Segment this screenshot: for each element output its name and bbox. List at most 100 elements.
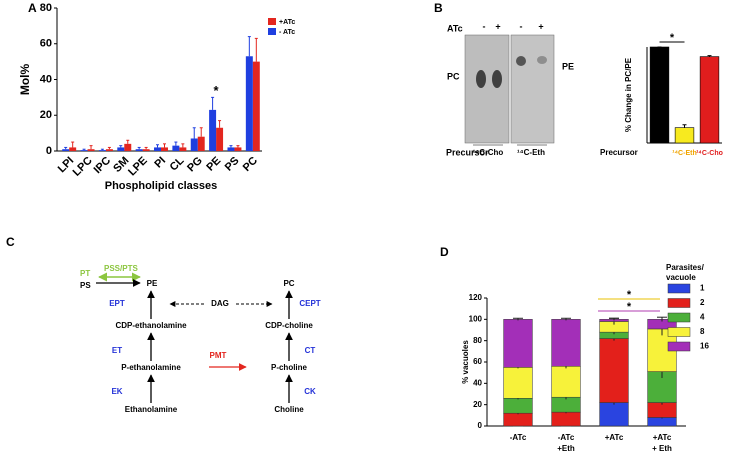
lane-label: - [520,21,523,31]
bar [87,149,95,151]
bar [190,138,198,151]
panel-letter: B [434,1,443,15]
pathway: PT PSS/PTS PS PE EPT DAG PC CEPT CDP-eth… [80,264,321,414]
legend-swatch [268,28,276,35]
x-tick-label: LPC [71,155,95,179]
x-tick-label: +ATc [605,433,624,442]
x-tick-label: ¹⁴C-Cho [696,150,723,157]
annotation: * [670,32,675,44]
bar-segment [503,367,533,399]
y-tick-label: 40 [40,73,52,85]
x-tick-label: LPE [126,155,150,179]
enzyme: EPT [109,299,125,308]
legend-swatch [667,341,691,352]
x-tick-label: IPC [92,155,113,176]
bar [699,56,720,144]
y-axis-label: % Change in PC/PE [624,57,633,132]
bar-segment [503,319,533,368]
y-tick-label: 80 [473,336,482,345]
metabolite: CDP-ethanolamine [115,321,187,330]
bar [179,147,187,151]
y-axis-label: % vacuoles [461,340,470,384]
panel-letter: A [28,1,37,15]
bar [62,149,70,151]
bar-segment [647,417,677,427]
legend-title: Parasites/ [666,263,705,272]
x-tick-label: PG [185,155,205,175]
enzyme: PMT [210,351,227,360]
annotation: * [214,83,220,98]
x-tick-label: PS [223,155,242,174]
legend-swatch [268,18,276,25]
enzyme: PSS/PTS [104,264,138,273]
bar [154,147,161,151]
legend-swatch [667,312,691,323]
bar [80,150,88,151]
bar [161,147,168,151]
bar [234,147,242,151]
x-tick-label: +Eth [557,444,575,451]
legend-label: - ATc [279,29,295,36]
gel-image [464,34,510,144]
enzyme: PT [80,269,90,278]
bar-segment [551,396,581,413]
legend-label: 2 [700,298,705,307]
metabolite: P-ethanolamine [121,363,181,372]
bar [105,149,113,151]
bar-segment [503,412,533,427]
x-tick-label: CL [168,154,187,173]
gel-image [510,34,555,144]
precursor: ¹⁴C-Eth [517,148,545,157]
lane-label: + [495,21,500,31]
enzyme: EK [111,387,122,396]
x-tick-label: ¹⁴C-Eth [672,150,696,157]
gel-spot [476,70,486,88]
x-tick-label: PI [152,155,168,171]
gel-label: PC [447,71,460,81]
metabolite: PC [283,279,294,288]
panel-letter: C [6,235,15,249]
bar-segment [647,402,677,418]
enzyme: CK [304,387,316,396]
lane-label: + [538,21,543,31]
gel-spot [516,56,526,66]
gel-spot [537,56,547,64]
legend-label: 8 [700,327,705,336]
annotation: * [627,289,632,301]
bar [142,149,150,151]
bar [674,127,695,144]
legend-label: +ATc [279,19,295,26]
metabolite: Choline [274,405,304,414]
enzyme: CT [305,346,316,355]
y-tick-label: 0 [46,145,52,157]
bar [197,136,205,151]
bar [124,143,132,151]
x-tick-label: PC [241,155,260,174]
y-tick-label: 60 [473,357,482,366]
metabolite: PS [80,281,91,290]
bar [98,150,106,151]
metabolite: CDP-choline [265,321,313,330]
bar-segment [503,398,533,414]
bar-segment [551,411,581,427]
x-tick-label: + Eth [652,444,672,451]
metabolite: Ethanolamine [125,405,178,414]
legend-swatch [667,298,691,308]
y-tick-label: 0 [478,421,483,430]
y-tick-label: 40 [473,378,482,387]
bar [117,147,125,151]
bar [216,127,224,151]
bar [252,61,260,151]
y-tick-label: 100 [469,314,483,323]
precursor-label: Precursor [446,147,489,157]
legend-title: vacuole [666,273,696,282]
panel-letter: D [440,245,449,259]
x-tick-label: PE [204,155,223,174]
metabolite: PE [147,279,158,288]
legend-swatch [667,283,691,294]
legend-swatch [667,327,691,337]
y-axis-label: Mol% [18,64,32,96]
gel-label: PE [562,61,574,71]
y-tick-label: 120 [469,293,483,302]
